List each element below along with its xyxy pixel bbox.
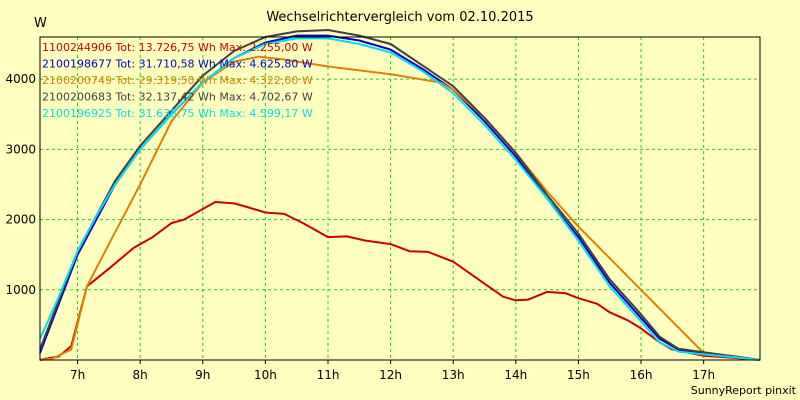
legend-entry-2100200749: 2100200749 Tot: 29.319,50 Wh Max: 4.322,… xyxy=(42,74,313,87)
legend-entry-2100200683: 2100200683 Tot: 32.137,42 Wh Max: 4.702,… xyxy=(42,91,313,104)
x-tick-label: 8h xyxy=(133,368,148,382)
series-line-1100244906 xyxy=(39,201,761,361)
chart-title: Wechselrichtervergleich vom 02.10.2015 xyxy=(266,10,534,25)
legend-entry-2100198677: 2100198677 Tot: 31.710,58 Wh Max: 4.625,… xyxy=(42,58,313,71)
x-tick-label: 10h xyxy=(254,368,277,382)
x-tick-label: 11h xyxy=(317,368,340,382)
x-tick-label: 7h xyxy=(70,368,85,382)
x-tick-label: 16h xyxy=(630,368,653,382)
x-tick-label: 17h xyxy=(692,368,715,382)
plot-frame xyxy=(39,36,761,361)
y-tick-label: 4000 xyxy=(5,72,36,86)
series-line-2100196925 xyxy=(39,37,761,361)
y-tick-label: 3000 xyxy=(5,142,36,156)
series-line-2100200683 xyxy=(39,29,761,361)
x-tick-label: 13h xyxy=(442,368,465,382)
x-tick-label: 14h xyxy=(504,368,527,382)
x-tick-label: 15h xyxy=(567,368,590,382)
y-tick-label: 1000 xyxy=(5,283,36,297)
x-tick-label: 9h xyxy=(195,368,210,382)
series-line-2100200749 xyxy=(39,55,761,361)
x-tick-label: 12h xyxy=(379,368,402,382)
legend-entry-2100196925: 2100196925 Tot: 31.635,75 Wh Max: 4.599,… xyxy=(42,107,313,120)
plot-area xyxy=(40,37,760,360)
y-tick-label: 2000 xyxy=(5,213,36,227)
y-axis-label: W xyxy=(34,16,47,31)
footer-credit: SunnyReport pinxit xyxy=(690,384,796,397)
legend-entry-1100244906: 1100244906 Tot: 13.726,75 Wh Max: 2.255,… xyxy=(42,41,313,54)
